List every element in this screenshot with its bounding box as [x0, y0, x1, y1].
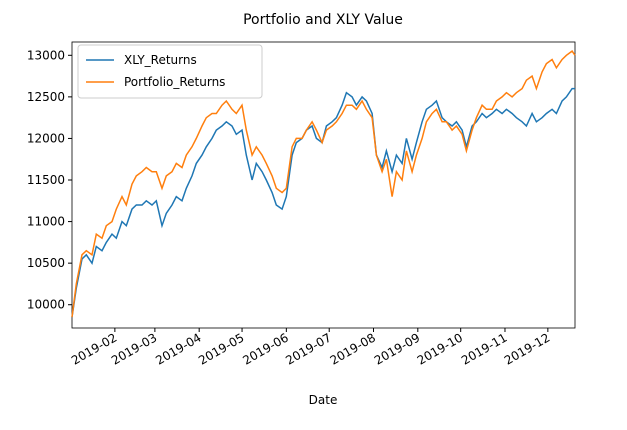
y-tick-label: 12500 — [27, 90, 65, 104]
legend-label: Portfolio_Returns — [124, 75, 225, 89]
y-tick-label: 11500 — [27, 173, 65, 187]
x-tick-label: 2019-09 — [372, 330, 422, 367]
y-tick-label: 13000 — [27, 48, 65, 62]
chart-title: Portfolio and XLY Value — [243, 12, 403, 28]
x-tick-label: 2019-07 — [283, 330, 333, 367]
y-tick-label: 11000 — [27, 215, 65, 229]
line-series — [71, 50, 576, 318]
x-axis-label: Date — [309, 393, 338, 407]
legend-box — [77, 44, 263, 99]
x-tick-label: 2019-08 — [328, 330, 378, 367]
axes-frame — [71, 41, 576, 329]
x-tick-label: 2019-11 — [459, 330, 509, 367]
x-tick-label: 2019-10 — [415, 330, 465, 367]
line-series — [71, 87, 575, 318]
y-tick-label: 10500 — [27, 256, 65, 270]
x-tick-label: 2019-05 — [196, 330, 246, 367]
y-tick-label: 10000 — [27, 298, 65, 312]
x-tick-label: 2019-06 — [240, 330, 290, 367]
x-tick-label: 2019-04 — [153, 330, 203, 367]
x-tick-label: 2019-03 — [109, 330, 159, 367]
legend-label: XLY_Returns — [124, 53, 197, 67]
x-tick-label: 2019-12 — [502, 330, 552, 367]
y-tick-label: 12000 — [27, 131, 65, 145]
